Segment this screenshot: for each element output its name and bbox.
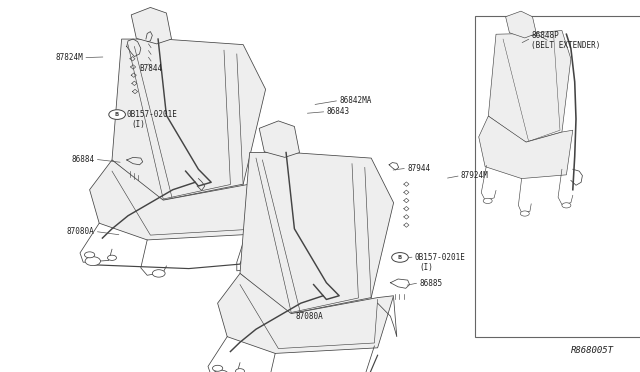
Circle shape xyxy=(152,270,165,277)
Circle shape xyxy=(562,203,571,208)
Circle shape xyxy=(84,252,95,258)
Text: 0B157-0201E: 0B157-0201E xyxy=(127,110,177,119)
Circle shape xyxy=(212,365,223,371)
Polygon shape xyxy=(90,160,266,240)
Polygon shape xyxy=(218,273,394,353)
Text: 86848P: 86848P xyxy=(531,31,559,40)
Circle shape xyxy=(392,253,408,262)
Text: (I): (I) xyxy=(419,263,433,272)
Circle shape xyxy=(213,370,228,372)
Text: B7844: B7844 xyxy=(140,64,163,73)
Text: 86885: 86885 xyxy=(419,279,442,288)
Polygon shape xyxy=(240,153,394,314)
Text: 87924M: 87924M xyxy=(461,171,488,180)
Text: B: B xyxy=(398,255,402,260)
Polygon shape xyxy=(131,7,172,44)
Text: B: B xyxy=(115,112,119,117)
Circle shape xyxy=(85,257,100,266)
Text: 87944: 87944 xyxy=(407,164,430,173)
Polygon shape xyxy=(112,39,266,200)
Text: 87824M: 87824M xyxy=(56,53,83,62)
Text: 86884: 86884 xyxy=(72,155,95,164)
Text: 87080A: 87080A xyxy=(296,312,323,321)
Text: 86843: 86843 xyxy=(326,107,349,116)
Circle shape xyxy=(483,198,492,203)
Polygon shape xyxy=(506,11,536,38)
Text: (BELT EXTENDER): (BELT EXTENDER) xyxy=(531,41,600,50)
Text: R868005T: R868005T xyxy=(572,346,614,355)
Circle shape xyxy=(520,211,529,216)
Text: 86842MA: 86842MA xyxy=(339,96,372,105)
Polygon shape xyxy=(259,121,300,157)
Polygon shape xyxy=(479,116,573,179)
Text: 0B157-0201E: 0B157-0201E xyxy=(415,253,465,262)
Text: (I): (I) xyxy=(131,120,145,129)
Polygon shape xyxy=(488,31,571,142)
Circle shape xyxy=(236,369,244,372)
Circle shape xyxy=(109,110,125,119)
Text: 87080A: 87080A xyxy=(67,227,95,236)
Bar xyxy=(475,16,640,337)
Circle shape xyxy=(108,255,116,260)
